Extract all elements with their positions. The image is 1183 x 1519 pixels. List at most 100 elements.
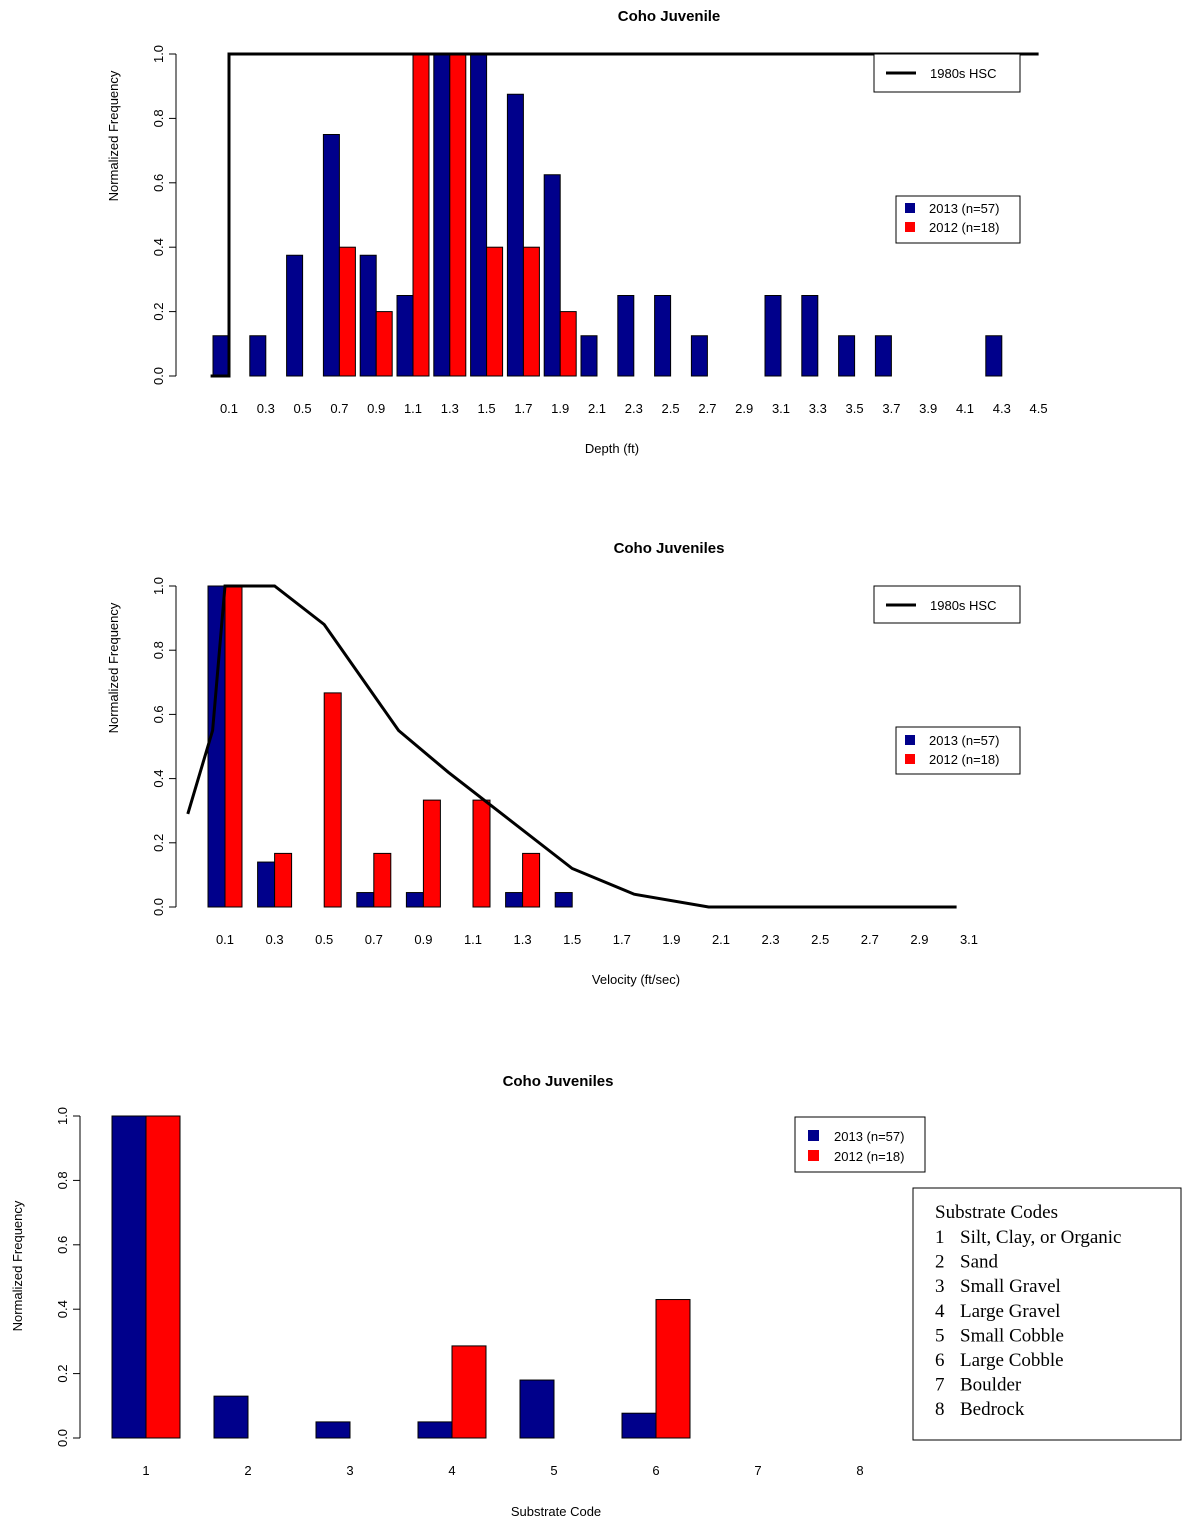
depth-chart-bar-2013 — [654, 295, 672, 377]
depth-chart-x-tick-label: 1.9 — [551, 401, 569, 416]
velocity-chart-legend-swatch-2013 — [905, 735, 915, 745]
depth-chart-x-tick-label: 2.7 — [698, 401, 716, 416]
substrate-chart: Coho Juveniles Substrate Code Normalized… — [10, 1073, 1182, 1519]
substrate-chart-bar-2013 — [519, 1379, 555, 1439]
velocity-chart-bar-2012 — [472, 799, 491, 908]
depth-chart-legend-label-2013: 2013 (n=57) — [929, 201, 999, 216]
substrate-chart-bar-2013 — [621, 1412, 657, 1439]
depth-chart-series-legend-box — [895, 195, 1021, 244]
depth-chart-y-axis: 0.0 0.2 0.4 0.6 0.8 1.0 — [151, 45, 177, 385]
velocity-chart-bar-2012 — [373, 852, 392, 908]
velocity-chart-x-ticks: 0.1 0.3 0.5 0.7 0.9 1.1 1.3 1.5 1.7 1.9 2.1 2.3 2.5 2… — [216, 932, 978, 947]
substrate-chart-legend-swatch-2013 — [808, 1130, 819, 1141]
velocity-chart-y-axis: 0.0 0.2 0.4 0.6 0.8 1.0 — [151, 577, 177, 916]
substrate-chart-bar-2012 — [655, 1299, 691, 1439]
velocity-chart-y-tick-label: 0.8 — [151, 641, 166, 659]
depth-chart-y-tick-label: 1.0 — [151, 45, 166, 63]
depth-chart-x-tick-label: 3.9 — [919, 401, 937, 416]
velocity-chart-bar-2012 — [274, 852, 293, 908]
velocity-chart-bar-2012 — [522, 852, 541, 908]
substrate-code-label: Large Cobble — [960, 1350, 1064, 1371]
velocity-chart-legend-label-2012: 2012 (n=18) — [929, 752, 999, 767]
depth-chart-x-tick-label: 0.3 — [257, 401, 275, 416]
substrate-chart-x-tick-label: 8 — [856, 1463, 863, 1478]
substrate-code-label: Large Gravel — [960, 1301, 1060, 1322]
depth-chart-xlabel: Depth (ft) — [585, 441, 639, 456]
velocity-chart-y-tick-label: 0.4 — [151, 770, 166, 788]
substrate-code-number: 7 — [935, 1375, 945, 1396]
substrate-chart-y-tick-label: 0.6 — [55, 1236, 70, 1254]
substrate-code-number: 6 — [935, 1350, 945, 1371]
depth-chart-x-tick-label: 4.1 — [956, 401, 974, 416]
velocity-chart-bar-2013 — [505, 892, 524, 908]
depth-chart-bar-2013 — [764, 295, 782, 377]
substrate-chart-bar-2012 — [451, 1345, 487, 1439]
velocity-chart-bar-2013 — [257, 861, 276, 908]
depth-chart-title: Coho Juvenile — [618, 8, 721, 25]
velocity-chart-xlabel: Velocity (ft/sec) — [592, 972, 680, 987]
velocity-chart-x-tick-label: 2.3 — [762, 932, 780, 947]
substrate-code-label: Sand — [960, 1252, 999, 1273]
substrate-code-number: 4 — [935, 1301, 945, 1322]
velocity-chart-series-legend: 2013 (n=57) 2012 (n=18) — [895, 726, 1021, 775]
substrate-chart-legend-label-2012: 2012 (n=18) — [834, 1149, 904, 1164]
depth-chart-bar-2012 — [412, 53, 430, 377]
substrate-chart-bar-2013 — [417, 1421, 453, 1439]
velocity-chart-bar-2013 — [554, 892, 573, 908]
depth-chart-x-tick-label: 4.3 — [993, 401, 1011, 416]
depth-chart-ylabel: Normalized Frequency — [106, 70, 121, 201]
depth-chart-bar-2013 — [470, 53, 488, 377]
substrate-chart-legend-swatch-2012 — [808, 1150, 819, 1161]
velocity-chart-ylabel: Normalized Frequency — [106, 602, 121, 733]
velocity-chart-x-tick-label: 0.3 — [266, 932, 284, 947]
velocity-chart-hsc-line — [186, 584, 957, 909]
depth-chart-bar-2013 — [286, 254, 304, 377]
substrate-codes-title: Substrate Codes — [935, 1202, 1058, 1223]
depth-chart-x-tick-label: 2.3 — [625, 401, 643, 416]
depth-chart-x-tick-label: 2.9 — [735, 401, 753, 416]
velocity-chart-x-tick-label: 0.9 — [414, 932, 432, 947]
velocity-chart-x-tick-label: 3.1 — [960, 932, 978, 947]
velocity-chart-y-tick-label: 0.6 — [151, 705, 166, 723]
velocity-chart-hsc-legend-label: 1980s HSC — [930, 598, 996, 613]
substrate-code-label: Small Gravel — [960, 1276, 1061, 1297]
depth-chart-bar-2013 — [690, 335, 708, 377]
depth-chart-x-tick-label: 3.3 — [809, 401, 827, 416]
substrate-chart-series-legend-box — [794, 1116, 926, 1173]
depth-chart-bars — [212, 53, 1003, 377]
depth-chart-x-tick-label: 0.7 — [330, 401, 348, 416]
depth-chart-bar-2013 — [212, 335, 230, 377]
substrate-codes-list: 1 Silt, Clay, or Organic 2 Sand 3 Small Grave… — [935, 1227, 1121, 1420]
depth-chart-bar-2012 — [522, 246, 540, 377]
depth-chart-hsc-legend: 1980s HSC — [873, 53, 1021, 93]
substrate-chart-y-axis: 0.0 0.2 0.4 0.6 0.8 1.0 — [55, 1107, 81, 1447]
depth-chart-series-legend: 2013 (n=57) 2012 (n=18) — [895, 195, 1021, 244]
depth-chart-bar-2013 — [580, 335, 598, 377]
velocity-chart-bar-2013 — [356, 892, 375, 908]
substrate-code-number: 8 — [935, 1399, 945, 1420]
velocity-chart-legend-swatch-2012 — [905, 754, 915, 764]
velocity-chart-x-tick-label: 2.7 — [861, 932, 879, 947]
velocity-chart-x-tick-label: 1.7 — [613, 932, 631, 947]
depth-chart-y-tick-label: 0.0 — [151, 367, 166, 385]
substrate-code-label: Silt, Clay, or Organic — [960, 1227, 1121, 1248]
substrate-chart-y-tick-label: 0.0 — [55, 1429, 70, 1447]
substrate-code-number: 1 — [935, 1227, 945, 1248]
velocity-chart: Coho Juveniles Velocity (ft/sec) Normali… — [106, 540, 1021, 987]
substrate-chart-y-tick-label: 0.8 — [55, 1171, 70, 1189]
substrate-chart-bars — [111, 1115, 691, 1439]
substrate-chart-bar-2013 — [213, 1395, 249, 1439]
substrate-codes-frame — [912, 1187, 1182, 1441]
substrate-codes-box: Substrate Codes 1 Silt, Clay, or Organic 2… — [912, 1187, 1182, 1441]
depth-chart-bar-2012 — [449, 53, 467, 377]
depth-chart-bar-2013 — [985, 335, 1003, 377]
substrate-chart-series-legend: 2013 (n=57) 2012 (n=18) — [794, 1116, 926, 1173]
depth-chart-x-tick-label: 3.5 — [846, 401, 864, 416]
depth-chart-x-tick-label: 4.5 — [1030, 401, 1048, 416]
depth-chart-x-tick-label: 3.1 — [772, 401, 790, 416]
depth-chart-bar-2013 — [322, 134, 340, 377]
depth-chart-x-tick-label: 0.9 — [367, 401, 385, 416]
depth-chart-x-tick-label: 0.5 — [294, 401, 312, 416]
depth-chart-bar-2013 — [874, 335, 892, 377]
